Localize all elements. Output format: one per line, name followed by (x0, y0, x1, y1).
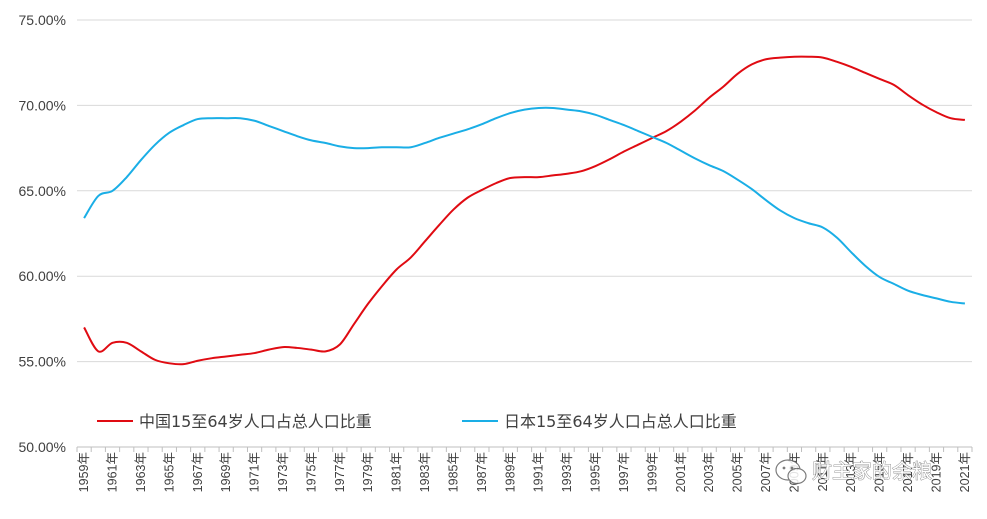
x-tick-label: 2011年 (816, 452, 830, 491)
series-lines (83, 55, 966, 366)
x-tick-label: 1975年 (304, 452, 318, 492)
x-tick-label: 1959年 (77, 452, 91, 492)
x-tick-label: 2015年 (873, 452, 887, 492)
y-tick-label: 55.00% (19, 354, 66, 370)
legend-label-china: 中国15至64岁人口占总人口比重 (139, 412, 372, 431)
series-line-japan (83, 106, 966, 305)
watermark: 财主家的余粮 (775, 459, 932, 485)
x-tick-label: 2021年 (958, 452, 972, 492)
y-tick-label: 75.00% (19, 12, 66, 28)
x-tick-label: 2005年 (731, 452, 745, 492)
x-tick-label: 1999年 (645, 452, 659, 492)
y-tick-label: 70.00% (19, 97, 66, 113)
x-tick-label: 1963年 (134, 452, 148, 492)
x-tick-label: 1967年 (191, 452, 205, 492)
series-line-china (83, 55, 966, 366)
y-tick-label: 50.00% (19, 439, 66, 455)
x-tick-label: 2007年 (759, 452, 773, 492)
x-tick-label: 1989年 (503, 452, 517, 492)
legend: 中国15至64岁人口占总人口比重 日本15至64岁人口占总人口比重 (97, 412, 737, 431)
x-tick-label: 1961年 (106, 452, 120, 492)
x-tick-label: 2013年 (844, 452, 858, 492)
x-tick-label: 1983年 (418, 452, 432, 492)
x-tick-label: 1973年 (276, 452, 290, 492)
x-tick-label: 2017年 (901, 452, 915, 492)
y-tick-label: 60.00% (19, 268, 66, 284)
x-tick-label: 1969年 (219, 452, 233, 492)
x-tick-label: 1995年 (589, 452, 603, 492)
x-tick-label: 1981年 (390, 452, 404, 492)
x-tick-label: 1965年 (162, 452, 176, 492)
x-tick-label: 1993年 (560, 452, 574, 492)
x-tick-label: 1971年 (248, 452, 262, 492)
y-tick-label: 65.00% (19, 183, 66, 199)
x-tick-label: 1985年 (446, 452, 460, 492)
x-tick-label: 1977年 (333, 452, 347, 492)
legend-label-japan: 日本15至64岁人口占总人口比重 (504, 412, 737, 431)
watermark-text: 财主家的余粮 (812, 459, 932, 483)
x-axis: 1959年 1961年 1963年 1965年 1967年 1969年 1971年 1973年… (76, 446, 973, 492)
x-tick-label: 1979年 (361, 452, 375, 492)
x-tick-label: 1991年 (532, 452, 546, 492)
x-tick-label: 1987年 (475, 452, 489, 492)
x-tick-label: 2001年 (674, 452, 688, 492)
x-tick-label: 2019年 (929, 452, 943, 492)
x-tick-label: 1997年 (617, 452, 631, 492)
y-axis: 50.00% 55.00% 60.00% 65.00% 70.00% 75.00% (19, 12, 66, 455)
wechat-icon (775, 459, 807, 485)
gridlines (77, 19, 972, 363)
x-tick-label: 2003年 (702, 452, 716, 492)
